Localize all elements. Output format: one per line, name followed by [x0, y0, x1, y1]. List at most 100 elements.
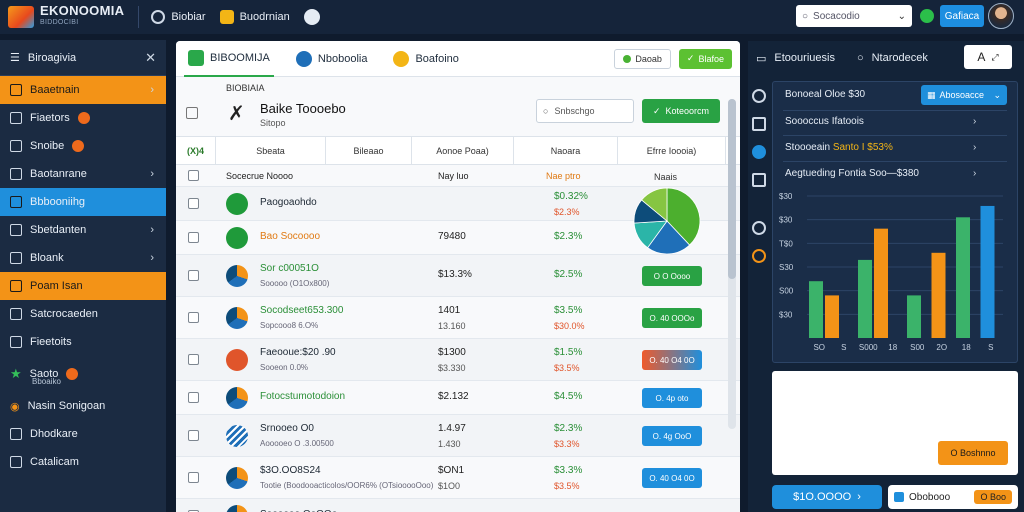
- col-header-1[interactable]: (X)4: [176, 137, 216, 164]
- col-header-4[interactable]: Aonoe Poaa): [412, 137, 514, 164]
- col-header-6[interactable]: Efrre Ioooia): [618, 137, 726, 164]
- row-checkbox[interactable]: [188, 312, 199, 323]
- right-tab-1[interactable]: Etoouriuesis: [774, 52, 835, 64]
- stats-line-3[interactable]: Stoooeain Santo I $53% ›: [785, 142, 1015, 153]
- menu-icon[interactable]: ☰: [10, 52, 20, 64]
- stats-line-2[interactable]: Soooccus Ifatoois ›: [785, 116, 1015, 127]
- row-checkbox[interactable]: [188, 232, 199, 243]
- sidebar-item-8[interactable]: Satcrocaeden: [0, 300, 166, 328]
- info-icon: ○: [856, 52, 864, 64]
- x-tick-label: S: [988, 343, 993, 352]
- brand[interactable]: EKONOOMIA BIDDOCIBI: [40, 4, 124, 29]
- row-value-1: 1.4.97: [438, 423, 466, 434]
- chevron-right-icon: ›: [973, 142, 977, 153]
- sidebar-item-5[interactable]: Sbetdanten ›: [0, 216, 166, 244]
- table-row[interactable]: Soooooo OoOOo: [176, 499, 740, 512]
- row-checkbox[interactable]: [188, 510, 199, 512]
- close-icon[interactable]: ✕: [145, 49, 156, 65]
- sidebar-item-11[interactable]: ◉ Nasin Sonigoan: [0, 392, 166, 420]
- row-icon: [226, 193, 248, 215]
- sidebar-item-9[interactable]: Fieetoits: [0, 328, 166, 356]
- stats-select[interactable]: ▦ Abosoacce ⌄: [921, 85, 1007, 105]
- settings-icon[interactable]: [303, 9, 320, 25]
- top-action-button[interactable]: Gafiaca: [940, 5, 984, 27]
- calendar-icon: [10, 112, 22, 124]
- green-button[interactable]: ✓ Blafoe: [678, 48, 732, 69]
- amount-button[interactable]: $1O.OOOO ›: [772, 485, 882, 509]
- table-row[interactable]: $3O.OO8S24 Tootie (Boodooacticolos/OOR6% …: [176, 457, 740, 499]
- compass-icon[interactable]: [752, 221, 766, 235]
- row-action-button[interactable]: O. 40 O4 0O: [642, 468, 702, 488]
- table-row[interactable]: Sor c00051O Sooooo (O1Ox800) $13.3% $2.5% O …: [176, 255, 740, 297]
- row-checkbox[interactable]: [188, 472, 199, 483]
- row-value-2b: $2.3%: [554, 207, 580, 217]
- top-link-2[interactable]: Buodrnian: [219, 10, 290, 24]
- stats-line-4[interactable]: Aegtueding Fontia Soo—$380 ›: [785, 168, 1015, 179]
- sidebar-item-4[interactable]: Bbbooniihg: [0, 188, 166, 216]
- sidebar-item-10[interactable]: ★ Saoto Bboaiko: [0, 356, 166, 392]
- pie-slice-0: [666, 187, 701, 246]
- notes-panel[interactable]: O Boshnno: [772, 371, 1018, 475]
- box-icon[interactable]: [752, 173, 766, 187]
- location-icon[interactable]: [752, 249, 766, 263]
- table-row[interactable]: Socodseet653.300 Sopcooo8 6.O% 1401 13.160 $…: [176, 297, 740, 339]
- notes-button[interactable]: O Boshnno: [938, 441, 1008, 465]
- row-checkbox[interactable]: [188, 270, 199, 281]
- sidebar-item-6[interactable]: Bloank ›: [0, 244, 166, 272]
- document-icon[interactable]: [752, 117, 766, 131]
- row-checkbox[interactable]: [188, 392, 199, 403]
- tab-3[interactable]: Boafoino: [389, 41, 462, 77]
- dot-icon: [623, 54, 632, 63]
- sidebar-item-label: Bloank: [30, 252, 64, 264]
- row-checkbox[interactable]: [188, 430, 199, 441]
- outline-button[interactable]: Daoab: [614, 48, 671, 69]
- bottom-badge[interactable]: O Boo: [974, 490, 1012, 504]
- refresh-icon[interactable]: [752, 89, 766, 103]
- row-action-button[interactable]: O. 4g OoO: [642, 426, 702, 446]
- tab-2[interactable]: Nboboolia: [292, 41, 372, 77]
- right-tab-2[interactable]: Ntarodecek: [871, 52, 928, 64]
- row-value-2: $2.3%: [554, 231, 583, 242]
- row-action-button[interactable]: O. 4p oto: [642, 388, 702, 408]
- table-row[interactable]: Faeooue:$20 .90 Sooeon 0.0% $1300 $3.330 $1.…: [176, 339, 740, 381]
- row-checkbox[interactable]: [188, 198, 199, 209]
- chevron-right-icon: ›: [150, 252, 154, 264]
- scroll-thumb[interactable]: [728, 99, 736, 279]
- table-row[interactable]: Fotocstumotodoion $2.132 $4.5% O. 4p oto: [176, 381, 740, 415]
- select-all-checkbox[interactable]: [188, 170, 199, 181]
- table-row[interactable]: Srnooeo O0 Aooooeo O .3.00500 1.4.97 1.430 $…: [176, 415, 740, 457]
- col-header-3[interactable]: Bileaao: [326, 137, 412, 164]
- sidebar-item-1[interactable]: Fiaetors: [0, 104, 166, 132]
- globe-icon[interactable]: [752, 145, 766, 159]
- col-header-5[interactable]: Naoara: [514, 137, 618, 164]
- sidebar-item-3[interactable]: Baotanrane ›: [0, 160, 166, 188]
- row-value-1b: $1O0: [438, 481, 461, 491]
- sidebar-item-12[interactable]: Dhodkare: [0, 420, 166, 448]
- sidebar-item-0[interactable]: Baaetnain ›: [0, 76, 166, 104]
- avatar[interactable]: [988, 3, 1014, 29]
- info-search-placeholder: Snbschgo: [554, 106, 595, 116]
- sidebar-item-2[interactable]: Snoibe: [0, 132, 166, 160]
- status-icon: [920, 9, 934, 23]
- amount-label: $1O.OOOO: [793, 491, 852, 503]
- badge-icon: [66, 368, 79, 380]
- row-action-button[interactable]: O O Oooo: [642, 266, 702, 286]
- info-search-input[interactable]: ○ Snbschgo: [536, 99, 634, 123]
- row-action-button[interactable]: O. 40 O4 0O: [642, 350, 702, 370]
- bottom-field[interactable]: Obobooo O Boo: [888, 485, 1018, 509]
- sidebar-item-13[interactable]: Catalicam: [0, 448, 166, 476]
- info-checkbox[interactable]: [186, 107, 198, 119]
- main-scrollbar[interactable]: [728, 99, 736, 429]
- row-icon: [226, 425, 248, 447]
- chevron-right-icon: ›: [973, 116, 977, 127]
- tab-1[interactable]: BIBOOMIJA: [184, 41, 274, 77]
- rocket-icon: [10, 252, 22, 264]
- col-header-2[interactable]: Sbeata: [216, 137, 326, 164]
- top-search-input[interactable]: ○ Socacodio ⌄: [796, 5, 912, 27]
- info-action-button[interactable]: ✓ Koteoorcm: [642, 99, 720, 123]
- font-button[interactable]: A ⤢: [964, 45, 1012, 69]
- row-action-button[interactable]: O. 40 OOOo: [642, 308, 702, 328]
- sidebar-item-7[interactable]: Poam Isan: [0, 272, 166, 300]
- row-checkbox[interactable]: [188, 354, 199, 365]
- top-link-1[interactable]: Biobiar: [151, 10, 206, 24]
